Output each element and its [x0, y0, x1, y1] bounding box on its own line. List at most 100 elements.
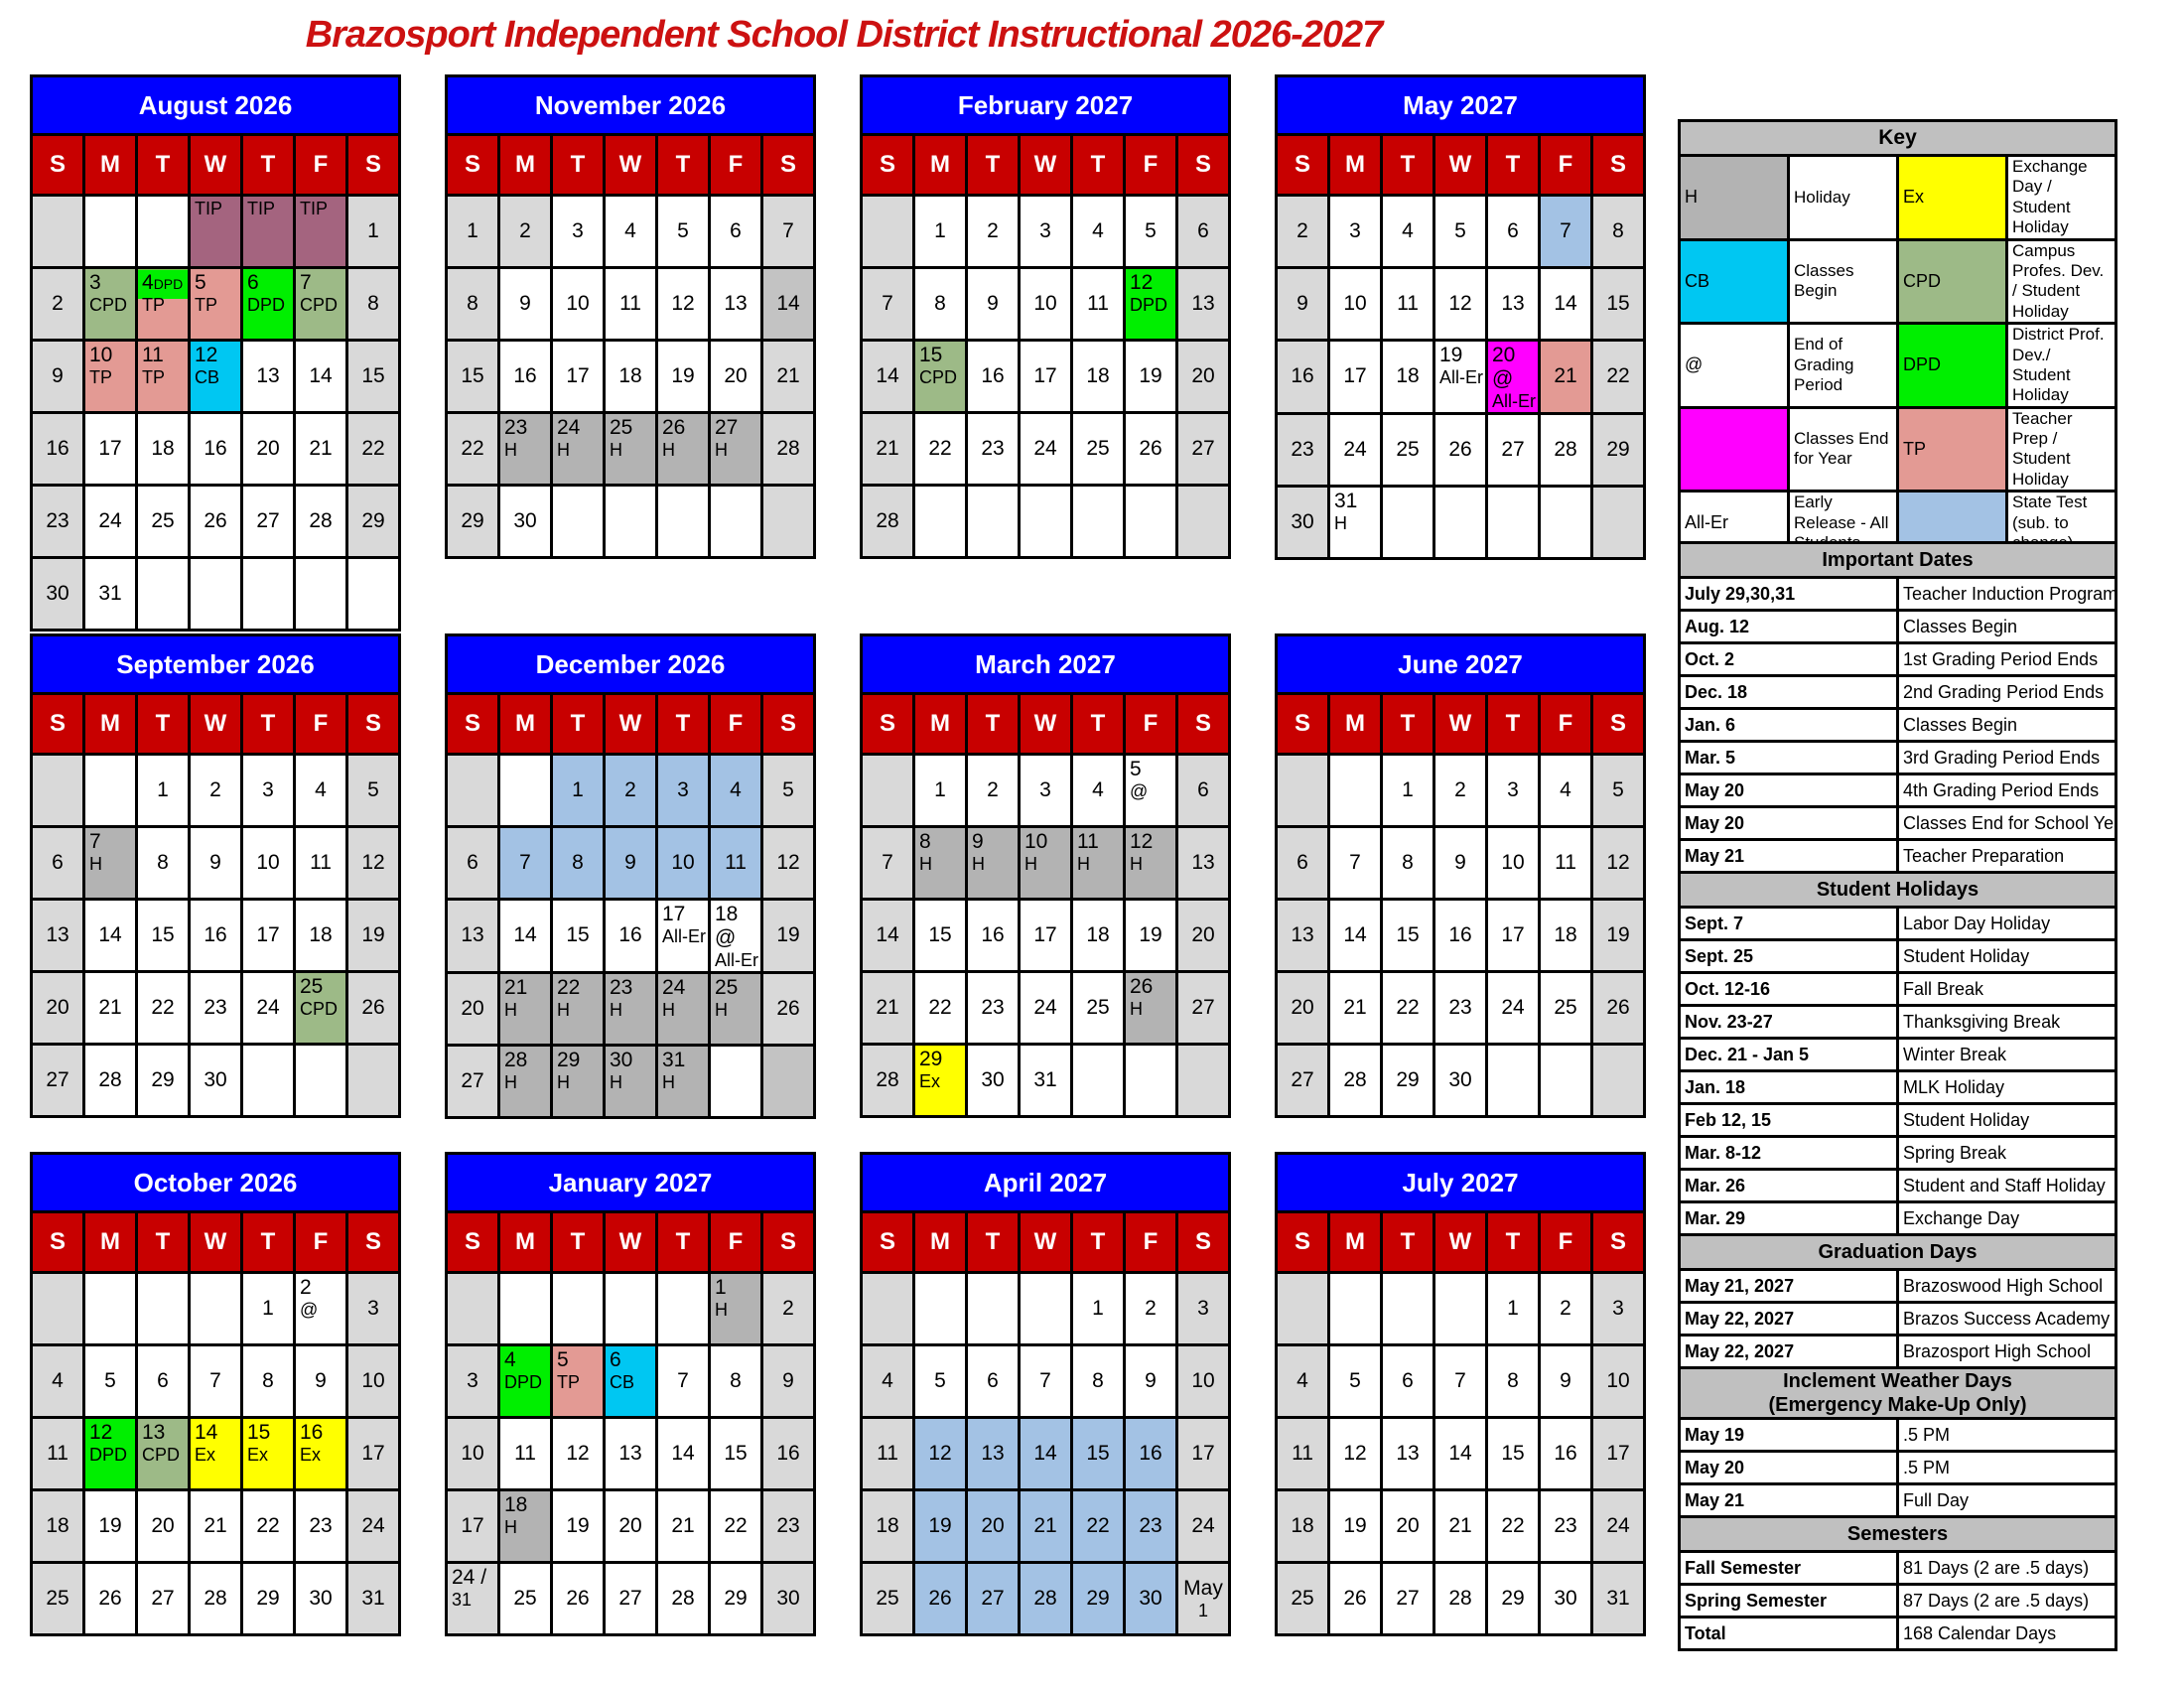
month-title: August 2026: [30, 74, 401, 136]
day-cell: 29: [1485, 1561, 1541, 1636]
info-row: May 20 Classes End for School Year: [1678, 805, 2117, 841]
day-cell: 5 TP: [188, 266, 243, 342]
day-cell: 7: [497, 825, 553, 901]
day-header-cell: S: [1275, 692, 1330, 756]
day-cell: 6 DPD: [240, 266, 296, 342]
key-description: Classes Begin: [1787, 237, 1899, 326]
day-cell: 30: [188, 1043, 243, 1118]
key-symbol: Ex: [1896, 154, 2008, 241]
day-header-cell: M: [497, 133, 553, 197]
info-row: May 21 Teacher Preparation: [1678, 838, 2117, 874]
info-description: Exchange Day: [1896, 1200, 2117, 1236]
info-row: Oct. 12-16 Fall Break: [1678, 971, 2117, 1007]
info-date: Nov. 23-27: [1678, 1004, 1899, 1040]
day-code: @: [1130, 781, 1149, 802]
empty-day-cell: [1275, 1271, 1330, 1346]
day-cell: 10: [345, 1343, 401, 1419]
day-header-cell: S: [445, 1210, 500, 1274]
day-cell: 15: [1485, 1416, 1541, 1491]
week-row: 9 10 TP 11 TP 12 CB 13 14 15: [30, 339, 401, 414]
day-cell: 9: [1538, 1343, 1593, 1419]
day-cell: 9: [497, 266, 553, 342]
week-row: 18 19 20 21 22 23 24: [860, 1488, 1231, 1564]
day-cell: 19: [1327, 1488, 1383, 1564]
day-cell: 7: [1538, 194, 1593, 269]
day-cell: 16 Ex: [293, 1416, 348, 1491]
day-number: 27: [715, 416, 739, 439]
empty-day-cell: [1380, 484, 1435, 560]
info-date: Sept. 7: [1678, 906, 1899, 941]
key-symbol: DPD: [1896, 322, 2008, 409]
day-header-cell: M: [82, 133, 138, 197]
day-cell: 25: [135, 484, 191, 559]
month-title: November 2026: [445, 74, 816, 136]
day-header-cell: T: [1380, 1210, 1435, 1274]
day-code: H: [1130, 999, 1143, 1020]
key-row: @ End of Grading Period DPD District Prof. …: [1678, 322, 2117, 409]
day-number: 4DPD: [142, 271, 184, 294]
section-header: Inclement Weather Days (Emergency Make-Up…: [1678, 1366, 2117, 1420]
info-description: Thanksgiving Break: [1896, 1004, 2117, 1040]
day-cell: 5: [1327, 1343, 1383, 1419]
day-header-cell: W: [1018, 1210, 1073, 1274]
day-cell: 6: [1380, 1343, 1435, 1419]
day-cell: 8: [1380, 825, 1435, 901]
key-row: H Holiday Ex Exchange Day / Student Holiday: [1678, 154, 2117, 241]
day-header-cell: S: [1175, 133, 1231, 197]
day-cell: 29 H: [550, 1043, 606, 1119]
day-header-cell: M: [82, 692, 138, 756]
day-cell: 7: [760, 194, 816, 269]
day-cell: 23: [1275, 411, 1330, 488]
day-cell: 3: [655, 753, 711, 828]
empty-day-cell: [965, 484, 1021, 559]
day-cell: 1: [345, 194, 401, 269]
day-code: @: [300, 1300, 319, 1321]
empty-day-cell: [345, 1043, 401, 1118]
day-cell: 22: [708, 1488, 763, 1564]
week-row: 22 23 H 24 H 25 H 26 H 27 H 28: [445, 411, 816, 487]
empty-day-cell: [912, 1271, 968, 1346]
day-cell: 27: [965, 1561, 1021, 1636]
day-cell: 16: [188, 898, 243, 973]
day-cell: 6: [445, 825, 500, 901]
month-title-row: August 2026: [30, 74, 401, 136]
info-row: Oct. 2 1st Grading Period Ends: [1678, 641, 2117, 677]
section-header: Semesters: [1678, 1515, 2117, 1553]
empty-day-cell: [1380, 1271, 1435, 1346]
empty-day-cell: [1275, 753, 1330, 828]
day-cell: 8: [345, 266, 401, 342]
day-cell: 27: [1175, 970, 1231, 1046]
month-calendar: April 2027 S M T W T F S 1 2 3 4 5 6 7 8 9 10 11 12 13 14 15 16…: [860, 1152, 1231, 1636]
day-number: 23: [504, 416, 528, 439]
day-cell: 2: [603, 753, 658, 828]
day-number: 13: [142, 1421, 166, 1444]
info-row: Jan. 18 MLK Holiday: [1678, 1069, 2117, 1105]
day-cell: 29: [135, 1043, 191, 1118]
day-cell: 4 DPD: [497, 1343, 553, 1419]
day-cell: 23 H: [603, 970, 658, 1047]
day-cell: 23: [1538, 1488, 1593, 1564]
month-calendar: October 2026 S M T W T F S 1 2 @3 4 5 6 7 8 9 10 11 12 DPD 13…: [30, 1152, 401, 1636]
day-cell: 19: [345, 898, 401, 973]
day-cell: 28: [82, 1043, 138, 1118]
day-cell: 16: [965, 339, 1021, 414]
day-code: H: [1130, 854, 1143, 875]
info-description: .5 PM: [1896, 1450, 2117, 1485]
day-cell: 14: [1538, 266, 1593, 342]
day-cell: 2: [965, 753, 1021, 828]
info-description: 168 Calendar Days: [1896, 1616, 2117, 1651]
day-cell: 14: [1327, 898, 1383, 973]
info-description: Brazoswood High School: [1896, 1268, 2117, 1304]
day-cell: 12: [1327, 1416, 1383, 1491]
day-cell: 14: [1433, 1416, 1488, 1491]
day-header-cell: T: [135, 692, 191, 756]
section-header-row: Important Dates: [1678, 541, 2117, 579]
day-cell: 3: [1485, 753, 1541, 828]
day-cell: 12: [655, 266, 711, 342]
day-cell: 4: [1070, 753, 1126, 828]
day-code: H: [715, 1000, 728, 1021]
info-description: Spring Break: [1896, 1135, 2117, 1171]
day-cell: 15: [1590, 266, 1646, 342]
day-cell: 17: [1018, 898, 1073, 973]
